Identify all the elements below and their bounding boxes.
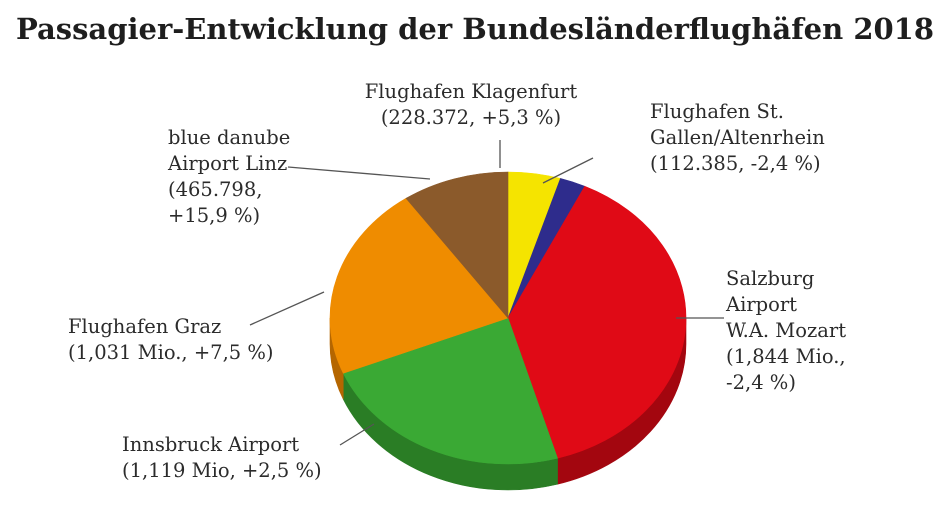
pie-slice-innsbruck-airport	[342, 317, 558, 465]
slice-label-line: Flughafen Klagenfurt	[365, 80, 578, 103]
pie-slice-blue-danube-airport-linz	[405, 171, 509, 319]
slice-label-line: (1,031 Mio., +7,5 %)	[68, 341, 274, 364]
slice-label-line: Gallen/Altenrhein	[650, 126, 825, 149]
slice-label-line: Airport Linz	[167, 152, 287, 175]
slice-label-flughafen-klagenfurt: Flughafen Klagenfurt (228.372, +5,3 %)	[365, 80, 578, 168]
slice-label-flughafen-st-gallen-altenrhein: Flughafen St. Gallen/Altenrhein (112.385, …	[542, 100, 825, 184]
slice-label-line: (1,844 Mio.,	[726, 345, 846, 368]
pie-slice-salzburg-airport-w-a-mozart	[507, 185, 687, 459]
leader-line	[287, 166, 431, 180]
slice-label-innsbruck-airport: Innsbruck Airport (1,119 Mio, +2,5 %)	[122, 423, 375, 482]
leader-line	[339, 423, 375, 446]
slice-label-line: Innsbruck Airport	[122, 433, 299, 456]
slice-label-line: (228.372, +5,3 %)	[381, 106, 561, 129]
slice-label-salzburg-airport-w-a-mozart: Salzburg Airport W.A. Mozart (1,844 Mio., -2…	[676, 267, 846, 394]
slice-label-line: Airport	[725, 293, 797, 316]
pie-slice-flughafen-graz	[329, 197, 509, 374]
slice-label-blue-danube-airport-linz: blue danube Airport Linz (465.798, +15,9 %)	[167, 126, 431, 227]
slice-label-line: W.A. Mozart	[726, 319, 846, 342]
leader-line	[249, 291, 325, 326]
slice-label-line: (1,119 Mio, +2,5 %)	[122, 459, 322, 482]
slice-label-line: blue danube	[168, 126, 290, 149]
slice-label-line: -2,4 %)	[726, 371, 796, 394]
slice-label-line: (112.385, -2,4 %)	[650, 152, 821, 175]
leader-line	[542, 157, 594, 184]
pie-top	[329, 171, 687, 465]
slice-label-line: (465.798,	[168, 178, 262, 201]
chart-title: Passagier-Entwicklung der Bundesländerfl…	[15, 12, 935, 46]
slice-label-line: Salzburg	[726, 267, 814, 290]
slice-label-flughafen-graz: Flughafen Graz (1,031 Mio., +7,5 %)	[68, 291, 325, 364]
slice-label-line: Flughafen Graz	[68, 315, 221, 338]
slice-label-line: Flughafen St.	[650, 100, 784, 123]
slice-label-line: +15,9 %)	[168, 204, 260, 227]
